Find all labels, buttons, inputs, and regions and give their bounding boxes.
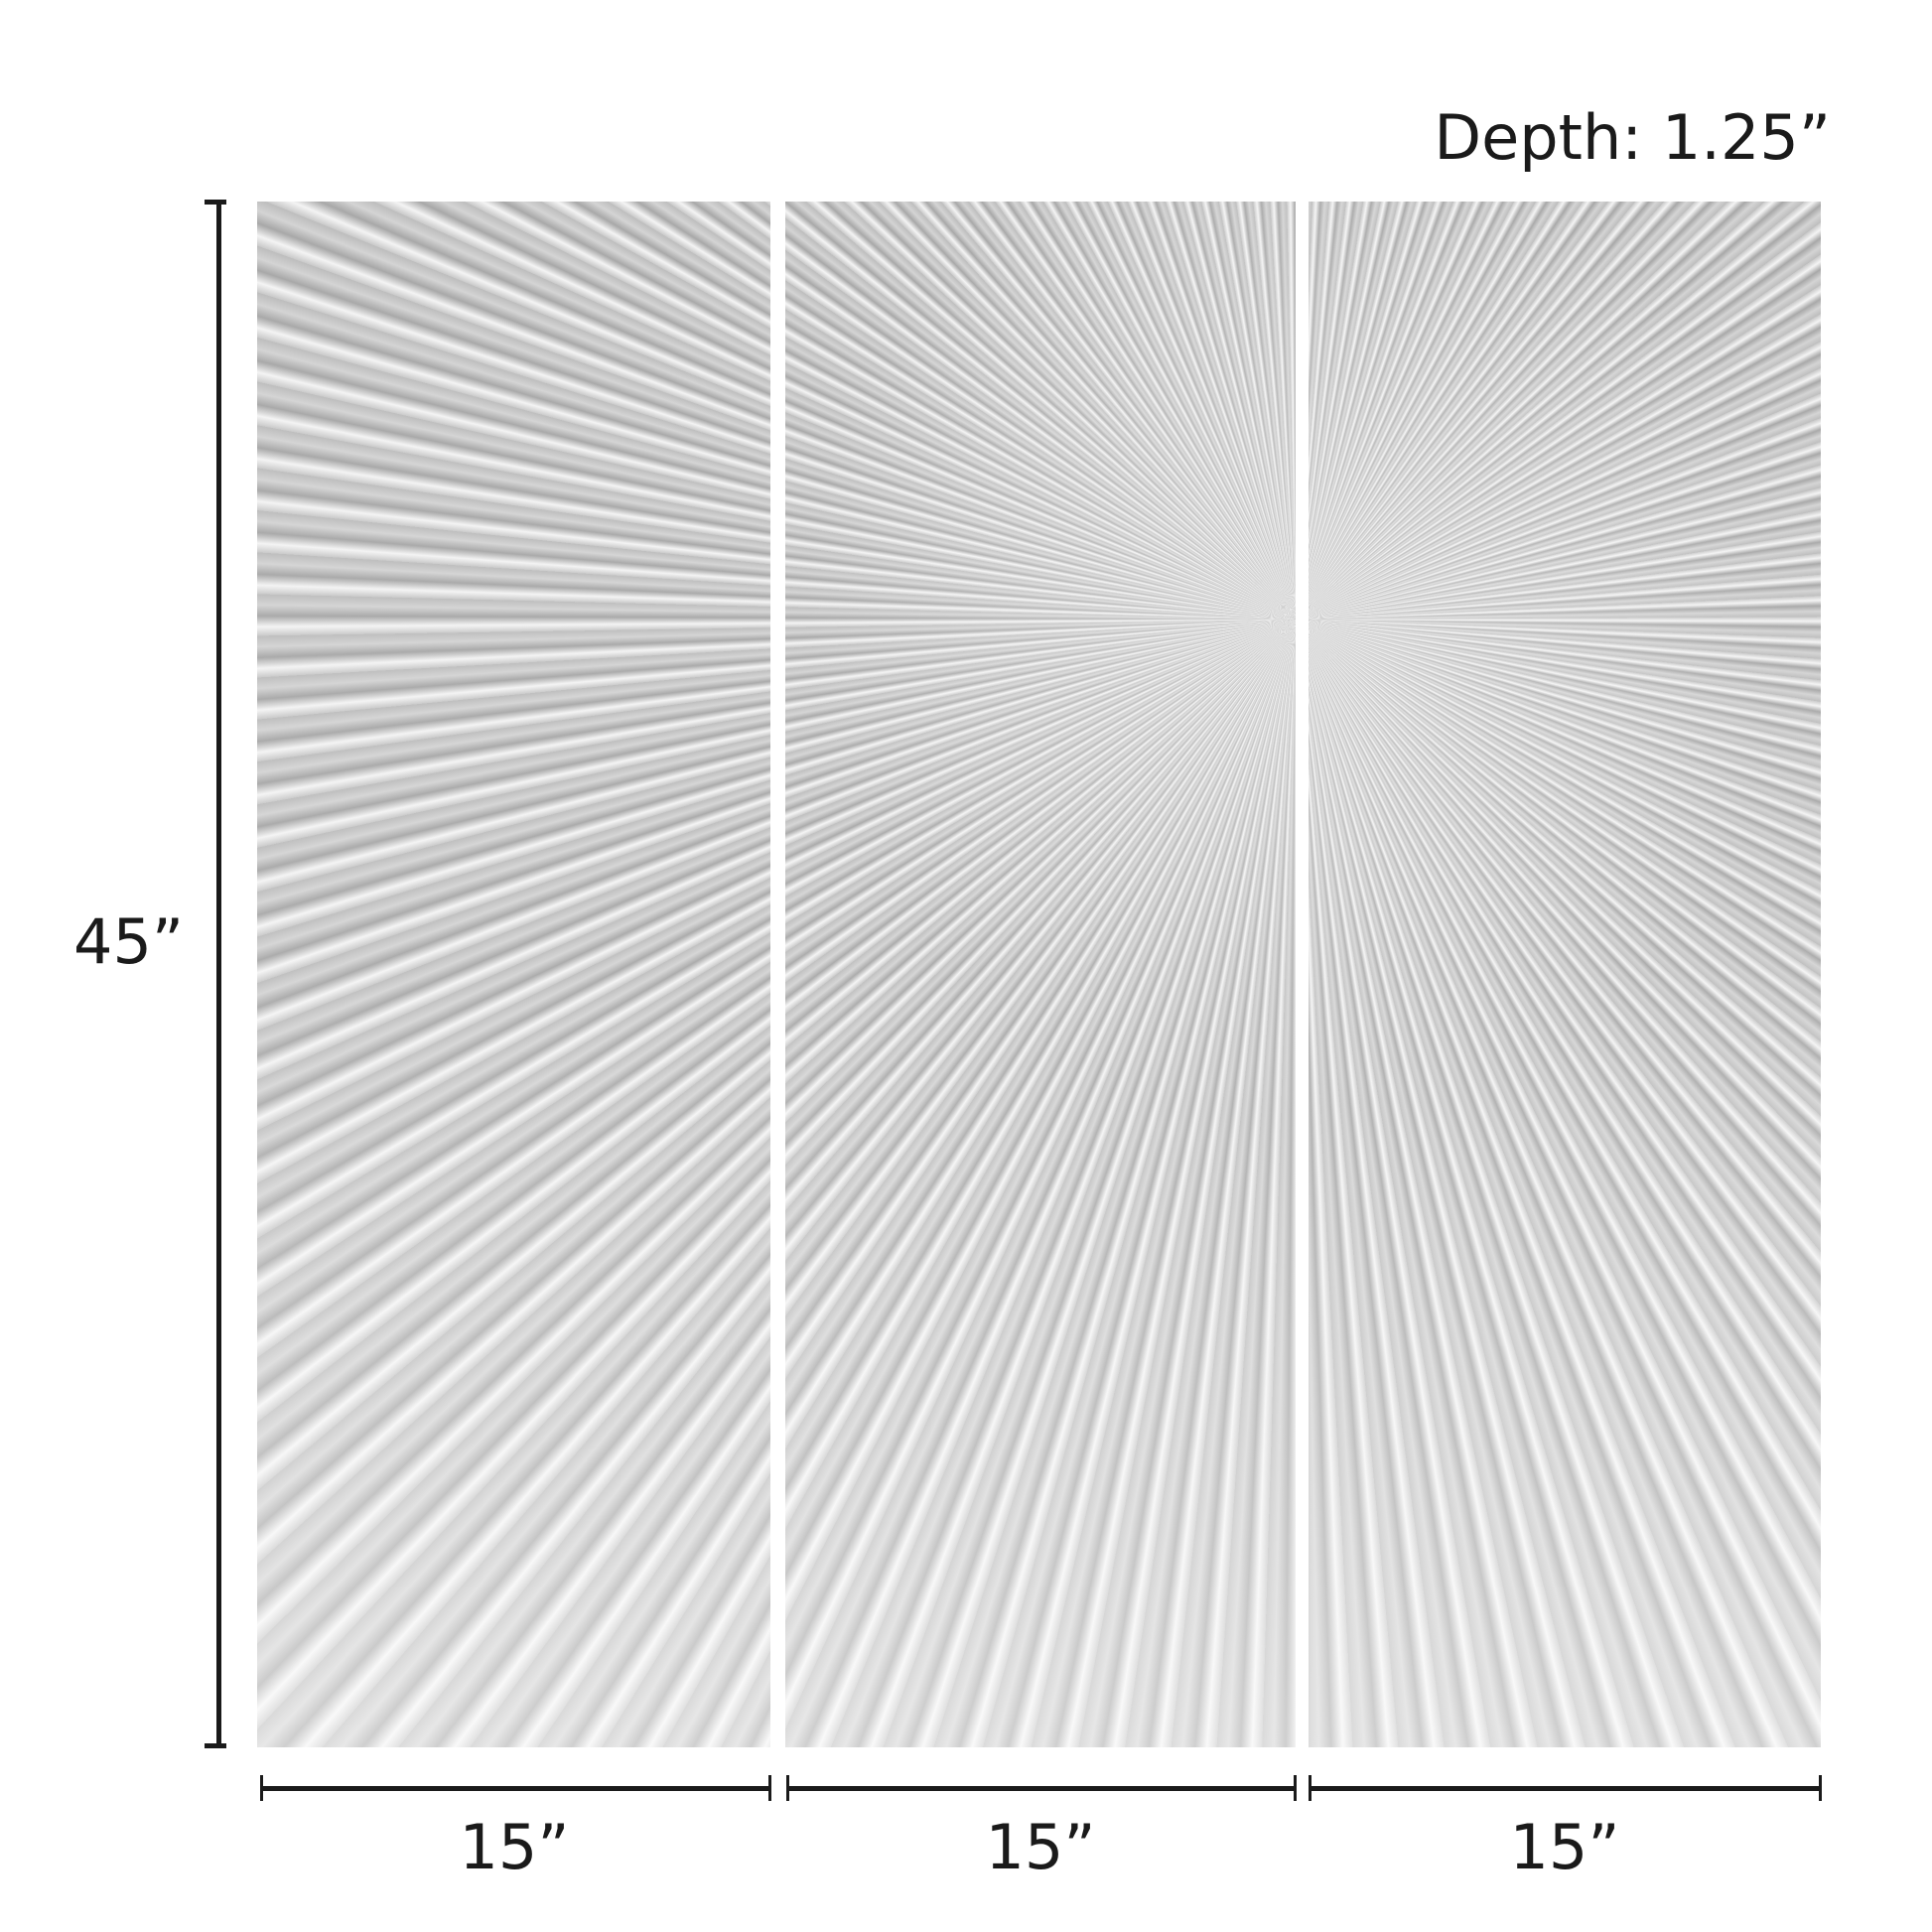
height-dimension-top-cap <box>205 200 226 205</box>
width-dimension-line-3 <box>1309 1786 1821 1791</box>
width-label-center: 15” <box>985 1811 1096 1883</box>
height-dimension-bottom-cap <box>205 1743 226 1748</box>
width-dimension-tick <box>768 1775 771 1801</box>
art-panel-center <box>785 202 1296 1747</box>
depth-label: Depth: 1.25” <box>1434 101 1831 174</box>
width-label-left: 15” <box>459 1811 570 1883</box>
width-dimension-tick <box>1819 1775 1822 1801</box>
height-label: 45” <box>73 905 185 978</box>
art-panel-left <box>257 202 770 1747</box>
art-panel-right <box>1309 202 1821 1747</box>
width-dimension-line-2 <box>786 1786 1297 1791</box>
height-dimension-line <box>216 202 221 1747</box>
width-label-right: 15” <box>1509 1811 1620 1883</box>
width-dimension-tick <box>1294 1775 1297 1801</box>
width-dimension-line-1 <box>260 1786 771 1791</box>
